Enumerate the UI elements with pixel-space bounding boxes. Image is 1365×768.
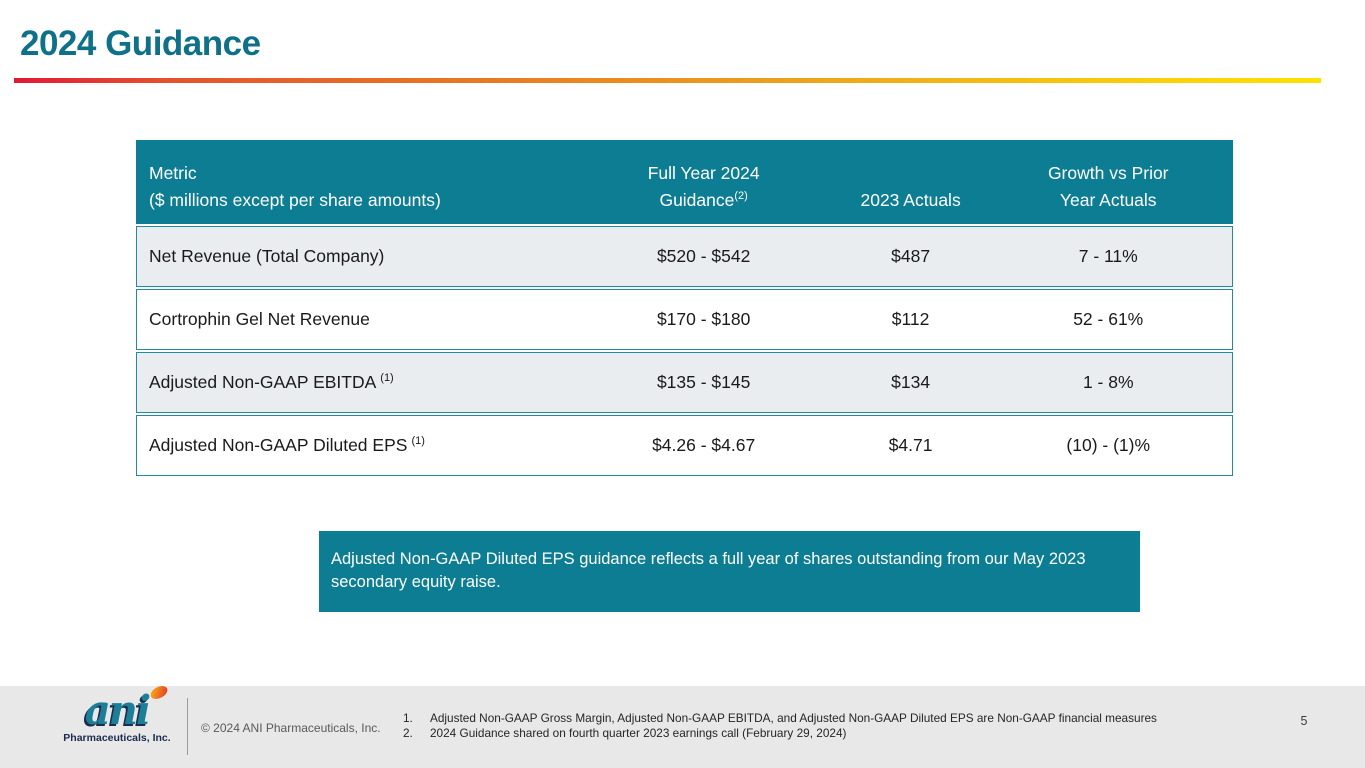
cell-metric: Net Revenue (Total Company)	[149, 246, 385, 266]
table-row-cortrophin: Cortrophin Gel Net Revenue $170 - $180 $…	[136, 289, 1233, 350]
cell-guidance: $170 - $180	[656, 309, 751, 329]
page-title: 2024 Guidance	[20, 24, 261, 63]
cell-actuals: $4.71	[888, 435, 933, 455]
header-actuals-label: 2023 Actuals	[860, 189, 961, 210]
guidance-table: Metric ($ millions except per share amou…	[136, 140, 1233, 476]
cell-growth: 7 - 11%	[1078, 246, 1138, 266]
header-cell-metric: Metric ($ millions except per share amou…	[137, 160, 571, 214]
footnote-1: 1. Adjusted Non-GAAP Gross Margin, Adjus…	[403, 711, 1157, 725]
header-growth-line2: Year Actuals	[1059, 189, 1157, 210]
footnote-2: 2. 2024 Guidance shared on fourth quarte…	[403, 726, 847, 741]
cell-metric: Adjusted Non-GAAP EBITDA (1)	[149, 372, 394, 392]
footer-divider	[187, 698, 188, 755]
cell-guidance: $520 - $542	[656, 246, 751, 266]
footer: ani Pharmaceuticals, Inc. © 2024 ANI Pha…	[0, 683, 1365, 768]
table-row-ebitda: Adjusted Non-GAAP EBITDA (1) $135 - $145 …	[136, 352, 1233, 413]
cell-actuals: $112	[891, 309, 930, 329]
table-row-net-revenue: Net Revenue (Total Company) $520 - $542 …	[136, 226, 1233, 287]
footnote-ref-1: (1)	[411, 435, 425, 448]
header-metric-line1: Metric	[149, 162, 197, 183]
header-cell-guidance: Full Year 2024 Guidance(2)	[571, 160, 837, 214]
table-row-diluted-eps: Adjusted Non-GAAP Diluted EPS (1) $4.26 -…	[136, 415, 1233, 476]
cell-metric: Adjusted Non-GAAP Diluted EPS (1)	[149, 435, 425, 455]
header-metric-line2: ($ millions except per share amounts)	[149, 189, 441, 210]
footnote-ref-1: (1)	[380, 372, 394, 385]
page-number: 5	[1300, 714, 1308, 728]
cell-guidance: $135 - $145	[656, 372, 751, 392]
cell-actuals: $487	[891, 246, 931, 266]
ani-logo-wordmark: ani	[52, 683, 182, 731]
footnotes-list: 1. Adjusted Non-GAAP Gross Margin, Adjus…	[403, 711, 1243, 741]
copyright-text: © 2024 ANI Pharmaceuticals, Inc.	[201, 721, 381, 735]
cell-guidance: $4.26 - $4.67	[652, 435, 756, 455]
header-cell-growth: Growth vs Prior Year Actuals	[985, 160, 1232, 214]
table-header-row: Metric ($ millions except per share amou…	[136, 140, 1233, 224]
header-guidance-line2: Guidance(2)	[659, 189, 748, 210]
cell-growth: 52 - 61%	[1073, 309, 1144, 329]
ani-logo-pill-icon	[148, 683, 170, 702]
ani-logo: ani Pharmaceuticals, Inc.	[52, 683, 182, 744]
ani-logo-subtext: Pharmaceuticals, Inc.	[63, 732, 171, 744]
cell-growth: (10) - (1)%	[1066, 435, 1151, 455]
header-cell-actuals: 2023 Actuals	[837, 187, 985, 214]
footnote-ref-2: (2)	[734, 190, 748, 203]
eps-guidance-callout: Adjusted Non-GAAP Diluted EPS guidance r…	[319, 531, 1140, 612]
cell-growth: 1 - 8%	[1082, 372, 1134, 392]
header-guidance-line1: Full Year 2024	[647, 162, 760, 183]
title-accent-bar	[14, 78, 1321, 83]
cell-actuals: $134	[891, 372, 931, 392]
cell-metric: Cortrophin Gel Net Revenue	[149, 309, 370, 329]
header-growth-line1: Growth vs Prior	[1047, 162, 1169, 183]
